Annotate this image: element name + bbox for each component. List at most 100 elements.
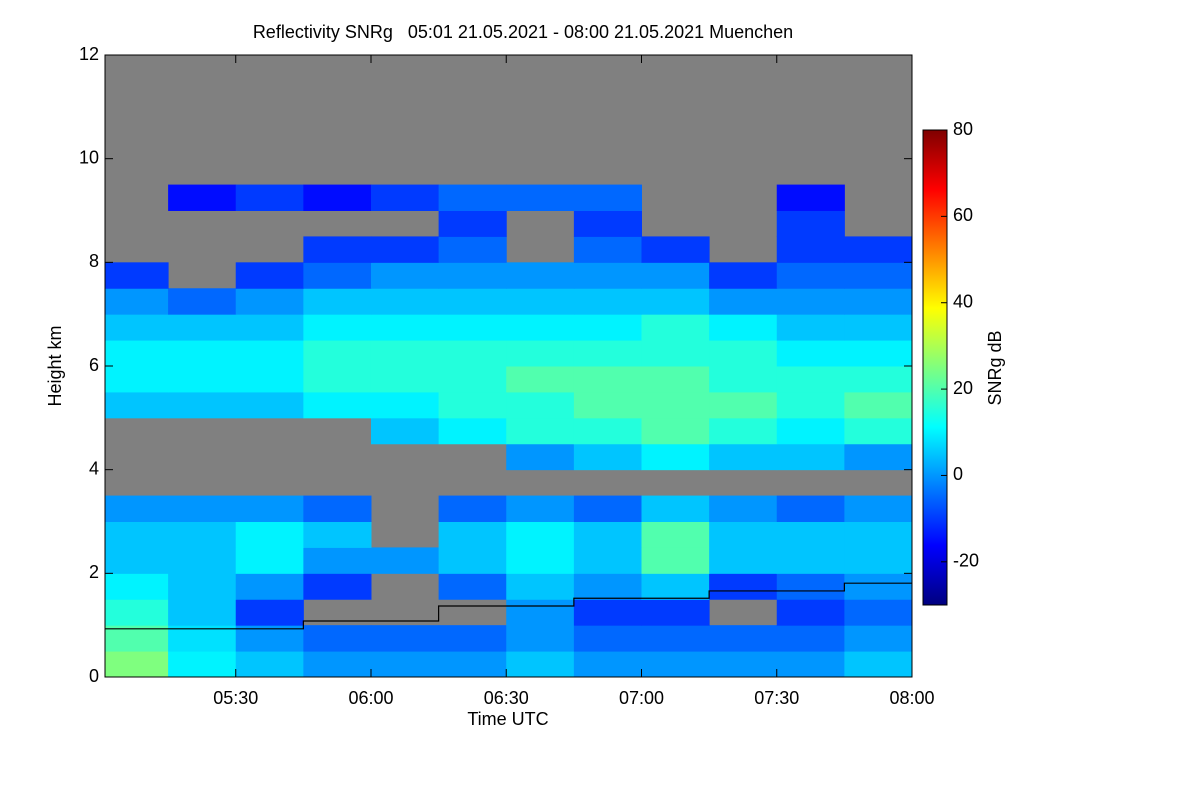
heatmap-cell: [844, 521, 913, 548]
heatmap-cell: [105, 262, 169, 289]
heatmap-cell: [641, 625, 710, 652]
heatmap-cell: [303, 314, 372, 341]
colorbar: [922, 129, 948, 606]
heatmap-cell: [370, 391, 440, 419]
heatmap-cell: [438, 417, 507, 445]
heatmap-cell: [573, 651, 642, 678]
heatmap-cell: [709, 391, 778, 419]
heatmap-cell: [506, 366, 575, 393]
heatmap-cell: [235, 599, 304, 626]
heatmap-cell: [573, 417, 642, 445]
heatmap-cell: [641, 340, 710, 367]
heatmap-cell: [303, 547, 372, 574]
heatmap-cell: [370, 184, 440, 211]
heatmap-cell: [641, 314, 710, 341]
heatmap-cell: [573, 210, 642, 237]
heatmap-cell: [105, 521, 169, 548]
heatmap-cell: [641, 521, 710, 548]
heatmap-cell: [105, 651, 169, 678]
y-tick-label: 10: [79, 147, 99, 167]
heatmap-cell: [438, 340, 507, 367]
heatmap-cell: [844, 547, 913, 574]
heatmap-cell: [506, 262, 575, 289]
heatmap-cell: [506, 443, 575, 471]
heatmap-cell: [438, 288, 507, 315]
heatmap-cell: [776, 236, 845, 263]
heatmap-cell: [506, 651, 575, 678]
y-tick-label: 0: [89, 666, 99, 686]
heatmap-cell: [709, 417, 778, 445]
heatmap-cell: [776, 495, 845, 522]
heatmap-cell: [105, 340, 169, 367]
heatmap-cell: [641, 573, 710, 600]
heatmap-cell: [303, 262, 372, 289]
heatmap-cell: [641, 391, 710, 419]
heatmap-cell: [438, 573, 507, 600]
heatmap-cell: [370, 625, 440, 652]
heatmap-cell: [168, 495, 237, 522]
heatmap-cell: [438, 210, 507, 237]
heatmap-cell: [303, 495, 372, 522]
heatmap-cell: [303, 625, 372, 652]
heatmap-cell: [573, 547, 642, 574]
heatmap-cell: [776, 599, 845, 626]
heatmap-cell: [776, 184, 845, 211]
heatmap-cell: [168, 521, 237, 548]
heatmap-cell: [370, 417, 440, 445]
heatmap-cell: [105, 391, 169, 419]
heatmap-cell: [776, 651, 845, 678]
heatmap-cell: [776, 625, 845, 652]
heatmap-cell: [709, 651, 778, 678]
heatmap-cell: [303, 340, 372, 367]
heatmap-cell: [573, 573, 642, 600]
heatmap-cell: [235, 495, 304, 522]
heatmap-cell: [506, 391, 575, 419]
heatmap-cell: [370, 340, 440, 367]
heatmap-cell: [168, 366, 237, 393]
heatmap-cell: [168, 288, 237, 315]
heatmap-cell: [303, 651, 372, 678]
heatmap-cell: [573, 262, 642, 289]
heatmap-cell: [573, 599, 642, 626]
heatmap-cell: [168, 184, 237, 211]
heatmap-cell: [168, 651, 237, 678]
colorbar-tick-label: -20: [953, 551, 979, 571]
heatmap-cell: [573, 184, 642, 211]
heatmap-cell: [573, 443, 642, 471]
heatmap-cell: [168, 391, 237, 419]
heatmap-cell: [641, 262, 710, 289]
heatmap-cell: [506, 288, 575, 315]
heatmap-cell: [438, 495, 507, 522]
heatmap-cell: [776, 288, 845, 315]
heatmap-cell: [438, 236, 507, 263]
heatmap-cell: [573, 625, 642, 652]
colorbar-label: SNRg dB: [985, 330, 1005, 405]
heatmap-cell: [506, 184, 575, 211]
heatmap-cell: [641, 288, 710, 315]
heatmap-cell: [438, 184, 507, 211]
heatmap-cell: [303, 184, 372, 211]
heatmap-cell: [168, 314, 237, 341]
heatmap-cell: [506, 521, 575, 548]
heatmap-cell: [235, 625, 304, 652]
heatmap-cell: [235, 262, 304, 289]
heatmap-cell: [303, 236, 372, 263]
heatmap-cell: [438, 547, 507, 574]
heatmap-cell: [105, 625, 169, 652]
heatmap-cell: [235, 547, 304, 574]
heatmap-cell: [105, 366, 169, 393]
heatmap-cell: [709, 366, 778, 393]
heatmap-cell: [844, 288, 913, 315]
heatmap-cell: [776, 443, 845, 471]
heatmap-cell: [776, 417, 845, 445]
heatmap-cell: [235, 651, 304, 678]
heatmap-cell: [573, 366, 642, 393]
heatmap-cell: [506, 314, 575, 341]
heatmap-cell: [438, 521, 507, 548]
heatmap-cell: [438, 651, 507, 678]
heatmap-cell: [506, 547, 575, 574]
heatmap-cell: [506, 417, 575, 445]
heatmap-cell: [573, 391, 642, 419]
heatmap-cell: [844, 599, 913, 626]
heatmap-cell: [573, 236, 642, 263]
